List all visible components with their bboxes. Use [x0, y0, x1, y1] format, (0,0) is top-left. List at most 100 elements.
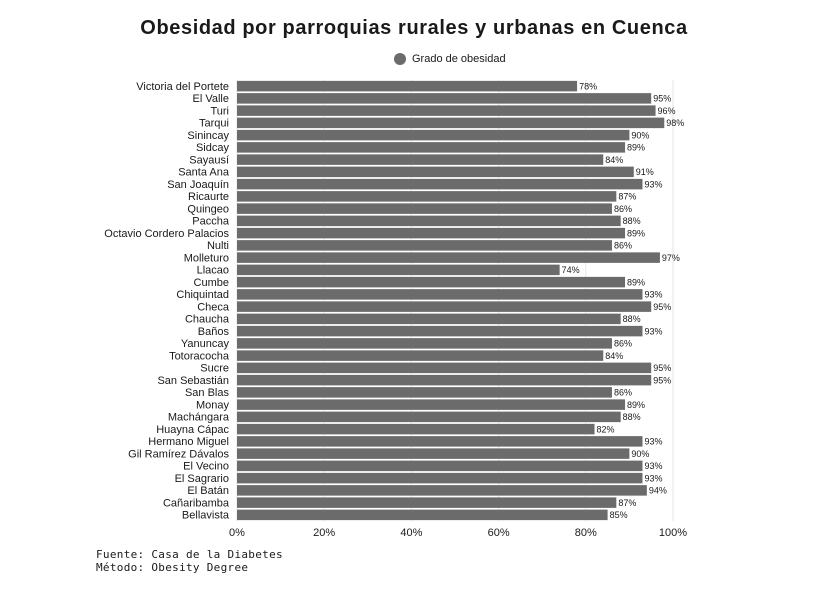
data-label: 93% [644, 179, 662, 189]
data-label: 84% [605, 351, 623, 361]
data-label: 93% [644, 437, 662, 447]
data-label: 93% [644, 326, 662, 336]
category-label: Quingeo [187, 203, 229, 215]
data-label: 98% [666, 118, 684, 128]
category-label: Hermano Miguel [148, 436, 229, 448]
category-label: Paccha [192, 216, 230, 228]
data-label: 93% [644, 290, 662, 300]
category-label: Llacao [197, 265, 229, 277]
category-label: Santa Ana [178, 167, 230, 179]
category-label: San Blas [185, 387, 230, 399]
data-label: 82% [597, 424, 615, 434]
category-label: Sayausí [189, 154, 229, 166]
category-label: Cumbe [194, 277, 229, 289]
method-note: Método: Obesity Degree [96, 561, 249, 574]
category-label: El Valle [193, 93, 229, 105]
data-label: 86% [614, 388, 632, 398]
bar [237, 252, 660, 263]
category-label: Sinincay [187, 130, 229, 142]
bar [237, 423, 595, 435]
bar [237, 460, 643, 472]
data-label: 93% [644, 461, 662, 471]
data-label: 91% [636, 167, 654, 177]
bar [237, 448, 630, 459]
category-label: Nulti [207, 240, 229, 252]
category-label: Bellavista [182, 510, 230, 522]
legend: Grado de obesidad [394, 53, 506, 65]
bar [237, 154, 604, 165]
category-label: El Vecino [183, 461, 229, 473]
bar [237, 485, 647, 496]
data-label: 95% [653, 375, 671, 385]
x-tick-label: 40% [400, 527, 422, 539]
bar [237, 129, 630, 141]
category-label: Machángara [168, 412, 230, 424]
category-label: El Batán [187, 485, 229, 497]
source-note: Fuente: Casa de la Diabetes [96, 548, 283, 561]
x-tick-label: 80% [575, 527, 597, 539]
bar [237, 472, 643, 484]
category-label: Turi [210, 105, 229, 117]
category-label: Sidcay [196, 142, 230, 154]
data-label: 86% [614, 241, 632, 251]
bar [237, 497, 617, 508]
data-label: 90% [631, 449, 649, 459]
bar [237, 313, 621, 325]
data-label: 78% [579, 81, 597, 91]
category-label: Molleturo [184, 252, 229, 264]
bar [237, 362, 652, 374]
x-tick-label: 0% [229, 527, 245, 539]
bar [237, 142, 626, 153]
bar [237, 80, 578, 92]
category-label: Totoracocha [169, 350, 230, 362]
data-label: 84% [605, 155, 623, 165]
data-label: 96% [658, 106, 676, 116]
bar [237, 509, 608, 521]
data-label: 95% [653, 363, 671, 373]
bar [237, 166, 634, 178]
data-label: 86% [614, 339, 632, 349]
bar [237, 374, 652, 386]
chart-title: Obesidad por parroquias rurales y urbana… [140, 17, 688, 39]
category-label: Checa [197, 301, 230, 313]
bar [237, 215, 621, 227]
category-label: Yanuncay [181, 338, 230, 350]
x-tick-label: 20% [313, 527, 335, 539]
bar [237, 93, 652, 104]
category-label: Gil Ramírez Dávalos [128, 448, 229, 460]
category-label: Tarqui [199, 118, 229, 130]
x-tick-label: 60% [488, 527, 510, 539]
category-label: Baños [198, 326, 230, 338]
bar [237, 387, 612, 398]
data-label: 74% [562, 265, 580, 275]
bar [237, 350, 604, 361]
bar [237, 117, 665, 129]
category-label: Victoria del Portete [136, 81, 229, 93]
category-label: Octavio Cordero Palacios [104, 228, 229, 240]
footer: Fuente: Casa de la Diabetes Método: Obes… [96, 548, 283, 574]
category-label: Chiquintad [176, 289, 229, 301]
data-label: 94% [649, 486, 667, 496]
legend-swatch [394, 53, 406, 65]
data-label: 89% [627, 143, 645, 153]
category-label: San Sebastián [157, 375, 229, 387]
data-label: 93% [644, 473, 662, 483]
bar [237, 325, 643, 337]
bar [237, 227, 626, 239]
category-label: Monay [196, 399, 230, 411]
bar [237, 276, 626, 288]
bar [237, 411, 621, 423]
x-tick-label: 100% [659, 527, 687, 539]
category-label: Sucre [200, 363, 229, 375]
data-label: 86% [614, 204, 632, 214]
data-label: 97% [662, 253, 680, 263]
bar [237, 436, 643, 447]
legend-label: Grado de obesidad [412, 53, 506, 65]
data-label: 87% [618, 498, 636, 508]
data-label: 89% [627, 400, 645, 410]
bar [237, 105, 656, 116]
bar [237, 178, 643, 190]
category-label: Cañaribamba [163, 497, 230, 509]
bar [237, 289, 643, 300]
